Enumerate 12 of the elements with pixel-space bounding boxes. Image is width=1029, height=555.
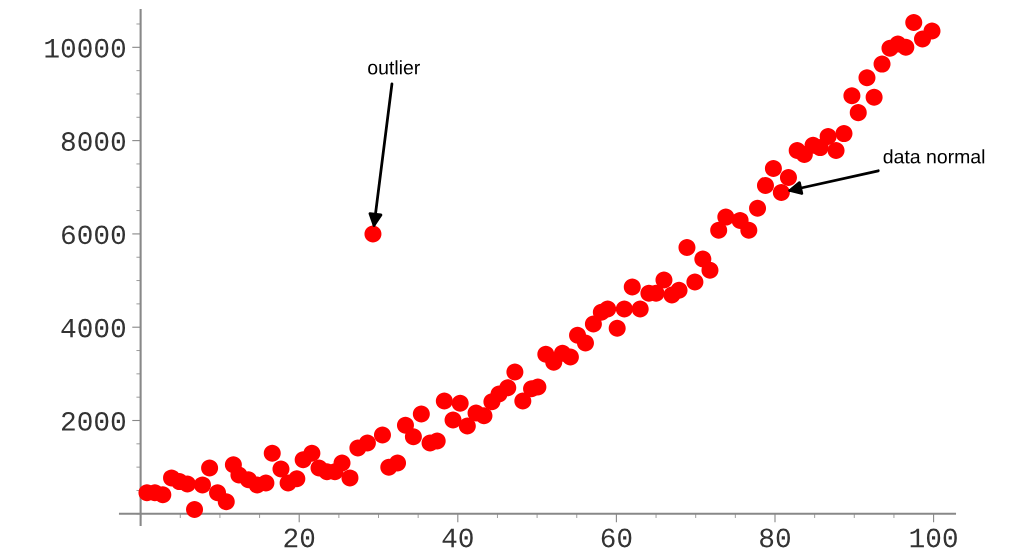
x-tick-label: 80: [760, 528, 790, 548]
annotation: data normal: [883, 149, 985, 164]
x-tick-label: 40: [442, 528, 473, 548]
annotation: outlier: [368, 60, 420, 75]
x-tick-label: 20: [284, 528, 315, 548]
x-tick-label: 100: [910, 528, 957, 548]
y-tick-label: 4000: [61, 318, 126, 338]
x-tick-label: 60: [601, 528, 632, 548]
y-tick-label: 6000: [62, 225, 126, 245]
y-tick-label: 10000: [45, 38, 126, 58]
y-tick-label: 2000: [62, 411, 126, 431]
y-tick-label: 8000: [61, 132, 126, 151]
